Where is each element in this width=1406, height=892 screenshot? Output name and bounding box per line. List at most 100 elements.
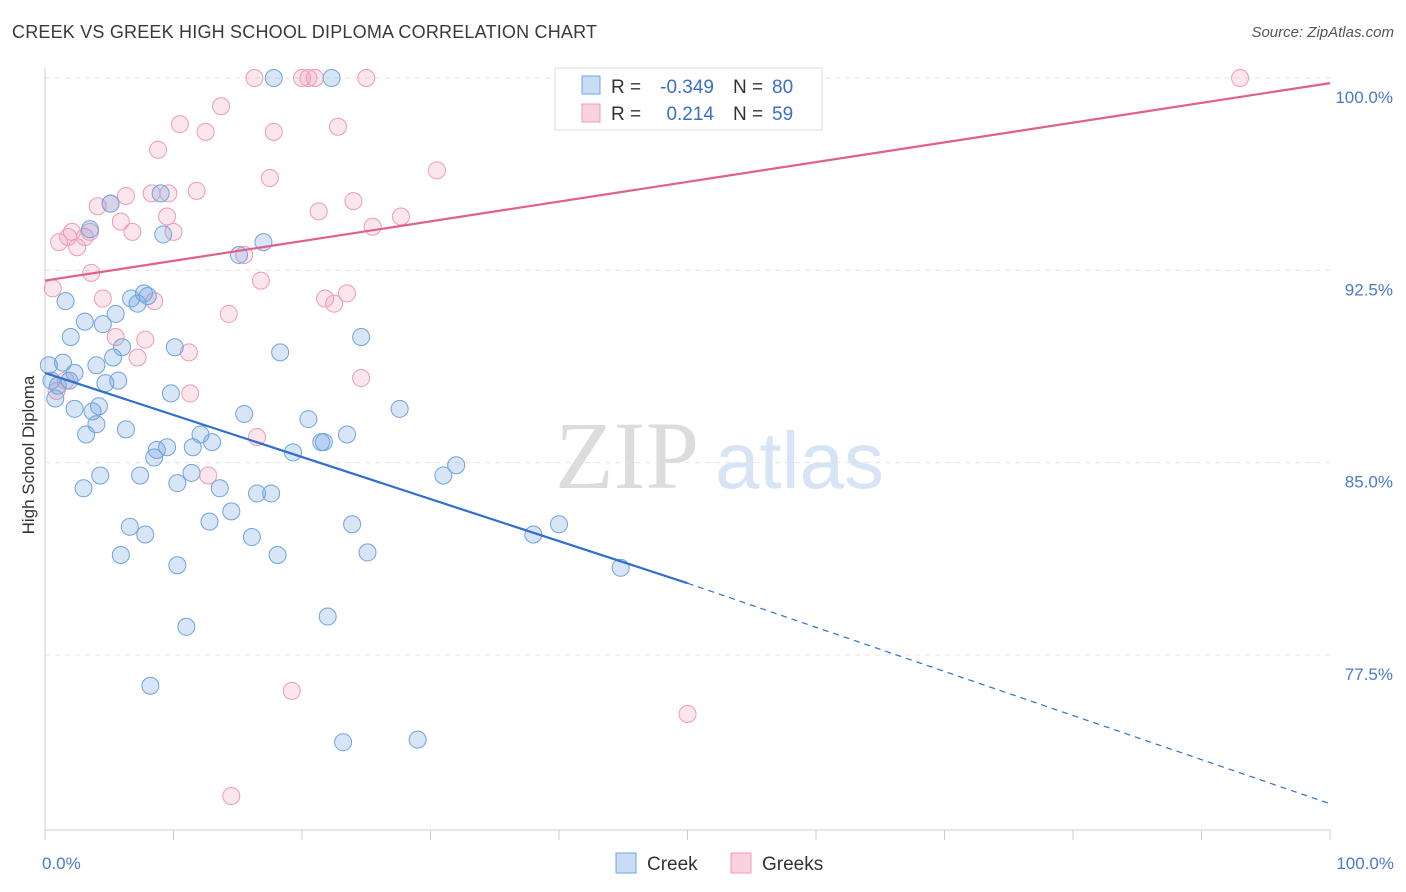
creek-point xyxy=(65,399,84,418)
creek-point xyxy=(268,545,287,564)
creek-point xyxy=(109,371,128,390)
watermark-zip: ZIP xyxy=(555,402,699,509)
creek-point xyxy=(89,397,108,416)
greek-point xyxy=(363,217,382,236)
creek-trend-line-extrapolated xyxy=(687,582,1331,805)
greek-point xyxy=(219,304,238,323)
greek-point xyxy=(116,186,135,205)
greek-point xyxy=(222,787,241,806)
creek-point xyxy=(147,440,166,459)
greek-point xyxy=(68,238,87,257)
creek-point xyxy=(93,315,112,334)
creek-point xyxy=(271,343,290,362)
creek-point xyxy=(322,69,341,87)
greek-point xyxy=(678,704,697,723)
greek-point xyxy=(179,343,198,362)
greek-point xyxy=(282,681,301,700)
creek-point xyxy=(334,733,353,752)
greek-point xyxy=(149,140,168,159)
creek-point xyxy=(138,286,157,305)
greek-point xyxy=(136,330,155,349)
greek-point xyxy=(357,69,376,87)
creek-point xyxy=(299,410,318,429)
chart-title: CREEK VS GREEK HIGH SCHOOL DIPLOMA CORRE… xyxy=(12,22,598,42)
creek-point xyxy=(343,515,362,534)
greek-point xyxy=(245,69,264,87)
stats-creek-n-value: 80 xyxy=(772,77,793,98)
x-tick-label-min: 0.0% xyxy=(42,854,81,873)
creek-point xyxy=(210,479,229,498)
x-axis-ticks xyxy=(44,830,1331,840)
stats-greek-r-value: 0.214 xyxy=(666,104,714,125)
creek-point xyxy=(352,328,371,347)
creek-point xyxy=(120,517,139,536)
stats-creek-n-label: N = xyxy=(733,77,763,98)
greek-point xyxy=(251,271,270,290)
legend-creek-swatch xyxy=(615,852,637,874)
stats-creek-r-label: R = xyxy=(611,77,641,98)
greek-point xyxy=(106,328,125,347)
greek-point xyxy=(344,192,363,211)
creek-point xyxy=(87,356,106,375)
creek-point xyxy=(337,425,356,444)
creek-point xyxy=(116,420,135,439)
greek-point xyxy=(264,122,283,141)
greek-point xyxy=(1231,69,1250,87)
creek-point xyxy=(106,304,125,323)
y-tick-label: 92.5% xyxy=(1345,280,1393,299)
greek-point xyxy=(93,289,112,308)
creek-point xyxy=(154,225,173,244)
greek-point xyxy=(158,207,177,226)
greek-point xyxy=(305,69,324,87)
creek-point xyxy=(128,294,147,313)
creek-point xyxy=(447,456,466,475)
greek-point xyxy=(352,369,371,388)
greek-point xyxy=(337,284,356,303)
creek-point xyxy=(158,438,177,457)
creek-point xyxy=(53,353,72,372)
creek-point xyxy=(408,730,427,749)
creek-point xyxy=(136,525,155,544)
creek-point xyxy=(203,433,222,452)
greek-point xyxy=(159,184,178,203)
creek-point xyxy=(183,438,202,457)
creek-point xyxy=(358,543,377,562)
stats-greek-n-label: N = xyxy=(733,104,763,125)
creek-point xyxy=(87,415,106,434)
creek-point xyxy=(151,184,170,203)
creek-point xyxy=(390,399,409,418)
y-tick-label: 100.0% xyxy=(1335,88,1393,107)
greek-point xyxy=(328,117,347,136)
greek-point xyxy=(325,294,344,313)
creek-point xyxy=(131,466,150,485)
creek-point xyxy=(113,338,132,357)
greek-points xyxy=(43,69,1250,806)
legend-greek-label: Greeks xyxy=(762,854,823,875)
greek-point xyxy=(111,212,130,231)
greek-point xyxy=(316,289,335,308)
creek-point xyxy=(74,479,93,498)
creek-point xyxy=(65,363,84,382)
creek-point xyxy=(104,348,123,367)
legend-greek-swatch xyxy=(730,852,752,874)
greek-point xyxy=(50,233,69,252)
creek-point xyxy=(91,466,110,485)
creek-point xyxy=(248,484,267,503)
y-axis-tick-labels: 77.5% 85.0% 92.5% 100.0% xyxy=(1335,88,1393,684)
stats-greek-r-label: R = xyxy=(611,104,641,125)
greek-point xyxy=(196,122,215,141)
stats-creek-r-value: -0.349 xyxy=(660,77,714,98)
greek-point xyxy=(43,279,62,298)
creek-point xyxy=(168,474,187,493)
greek-point xyxy=(391,207,410,226)
trend-lines xyxy=(44,82,1331,805)
creek-point xyxy=(111,545,130,564)
creek-point xyxy=(235,404,254,423)
source-label: Source: ZipAtlas.com xyxy=(1251,24,1394,41)
creek-point xyxy=(80,220,99,239)
creek-point xyxy=(168,556,187,575)
greek-point xyxy=(309,202,328,221)
creek-point xyxy=(177,617,196,636)
creek-point xyxy=(182,463,201,482)
